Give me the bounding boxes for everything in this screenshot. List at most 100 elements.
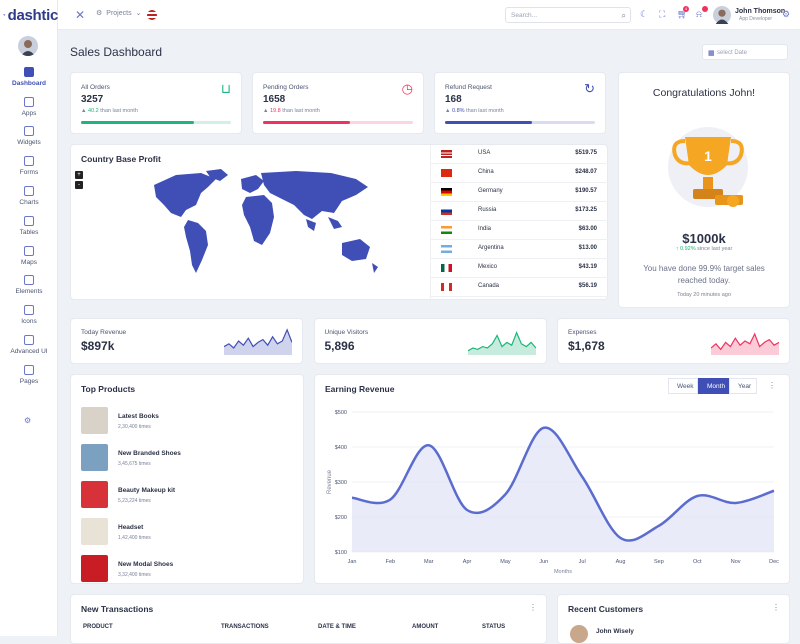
date-picker-input[interactable]: ▦ select Date [702, 44, 788, 60]
user-avatar[interactable] [713, 6, 731, 24]
zoom-out-button[interactable]: - [75, 181, 83, 189]
list-item[interactable]: Latest Books 2,30,400 times [81, 407, 281, 435]
sidebar-item-icons[interactable]: Icons [0, 300, 58, 330]
data-point [351, 497, 353, 499]
product-name: Latest Books [118, 413, 159, 420]
more-options-icon[interactable]: ⋮ [772, 603, 780, 612]
change-suffix: than last month [466, 108, 504, 114]
settings-icon[interactable]: ⚙ [24, 416, 32, 425]
sidebar-item-elements[interactable]: Elements [0, 271, 58, 301]
more-options-icon[interactable]: ⋮ [529, 603, 537, 612]
table-row[interactable]: Mexico $43.19 [431, 259, 609, 278]
sidebar-item-forms[interactable]: Forms [0, 151, 58, 181]
growth-suffix: since last year [697, 246, 733, 252]
country-profit-card: Country Base Profit + - USA $519.75 Chin… [70, 144, 609, 301]
x-tick-label: Sep [654, 559, 664, 565]
progress-fill [445, 121, 532, 124]
column-header[interactable]: STATUS [482, 624, 506, 630]
column-header[interactable]: AMOUNT [412, 624, 439, 630]
notification-dot [702, 6, 708, 12]
product-thumbnail [81, 444, 108, 471]
cart-icon[interactable]: 🛒︎ [677, 9, 689, 19]
list-item[interactable]: New Modal Shoes 3,32,400 times [81, 555, 281, 583]
table-row[interactable]: China $248.07 [431, 164, 609, 183]
flag-icon [441, 150, 452, 158]
change-value: 40.2 [87, 108, 99, 114]
progress-bar [263, 121, 413, 124]
tab-year[interactable]: Year [729, 378, 757, 394]
table-row[interactable]: India $63.00 [431, 221, 609, 240]
page-icon [24, 364, 34, 375]
country-amount: $190.57 [575, 188, 597, 194]
x-tick-label: Feb [386, 559, 395, 565]
sidebar-item-label: Tables [19, 228, 39, 236]
data-point [619, 537, 621, 539]
country-amount: $248.07 [575, 169, 597, 175]
dark-mode-icon[interactable]: ☾ [640, 9, 649, 19]
sidebar-item-charts[interactable]: Charts [0, 181, 58, 211]
card-title: Recent Customers [568, 604, 644, 614]
sidebar-item-dashboard[interactable]: Dashboard [0, 62, 58, 92]
customer-name[interactable]: John Wisely [596, 628, 634, 635]
sidebar-item-advanced-ui[interactable]: Advanced UI [0, 330, 58, 360]
tab-week[interactable]: Week [668, 378, 698, 394]
table-icon [24, 215, 34, 226]
table-row[interactable]: Germany $190.57 [431, 183, 609, 202]
sidebar-item-apps[interactable]: Apps [0, 92, 58, 122]
bell-icon[interactable]: ⍾ [696, 9, 702, 19]
sidebar-nav: Dashboard Apps Widgets Forms Charts Tables Map… [0, 62, 58, 390]
settings-gear-icon[interactable]: ⚙ [782, 9, 791, 19]
search-input[interactable]: Search... ⌕ [505, 7, 631, 23]
country-name: USA [478, 150, 491, 156]
country-name: India [478, 226, 492, 232]
close-menu-icon[interactable]: ✕ [75, 8, 86, 22]
tab-month[interactable]: Month [698, 378, 729, 394]
world-map[interactable] [146, 165, 406, 290]
list-item[interactable]: Beauty Makeup kit 5,23,224 times [81, 481, 281, 509]
stat-card-all-orders: All Orders 3257 ▲ 40.2 than last month ⊔ [70, 72, 242, 134]
list-item[interactable]: Headset 1,42,400 times [81, 518, 281, 546]
area-fill [352, 427, 774, 552]
avatar[interactable] [18, 36, 38, 56]
logo-icon [3, 14, 6, 16]
country-amount: $173.25 [575, 207, 597, 213]
product-name: Beauty Makeup kit [118, 487, 176, 494]
x-tick-label: Mar [424, 559, 434, 565]
spark-card-expenses: Expenses $1,678 [557, 318, 790, 364]
grid-icon [24, 275, 34, 286]
progress-fill [81, 121, 194, 124]
user-name[interactable]: John Thomson [735, 8, 786, 15]
column-header[interactable]: DATE & TIME [318, 624, 356, 630]
table-row[interactable]: USA $519.75 [431, 145, 609, 164]
sidebar-item-tables[interactable]: Tables [0, 211, 58, 241]
table-row[interactable]: Argentina $13.00 [431, 240, 609, 259]
flag-icon [441, 226, 452, 234]
sidebar-item-widgets[interactable]: Widgets [0, 122, 58, 152]
zoom-in-button[interactable]: + [75, 171, 83, 179]
sparkline [224, 328, 292, 355]
flag-icon [441, 264, 452, 272]
more-options-icon[interactable]: ⋮ [768, 381, 776, 390]
fullscreen-icon[interactable]: ⛶ [659, 9, 666, 19]
stat-card-refund-request: Refund Request 168 ▲ 0.8% than last mont… [434, 72, 606, 134]
spark-card-today-revenue: Today Revenue $897k [70, 318, 303, 364]
table-row[interactable]: Russia $173.25 [431, 202, 609, 221]
progress-fill [263, 121, 350, 124]
column-header[interactable]: TRANSACTIONS [221, 624, 269, 630]
projects-dropdown[interactable]: ⚙ Projects ⌄ [96, 9, 141, 18]
sidebar-item-pages[interactable]: Pages [0, 360, 58, 390]
column-header[interactable]: PRODUCT [83, 624, 113, 630]
stat-value: 1658 [263, 94, 286, 105]
country-amount: $63.00 [578, 226, 597, 232]
congrats-card: Congratulations John! 1 $1000k ↑ 0.92% s… [618, 72, 790, 308]
language-flag-icon[interactable] [147, 10, 157, 20]
data-point [773, 490, 775, 492]
country-name: Canada [478, 283, 500, 289]
table-row[interactable]: Canada $56.19 [431, 278, 609, 297]
search-icon[interactable]: ⌕ [621, 11, 626, 20]
data-point [466, 509, 468, 511]
list-item[interactable]: New Branded Shoes 3,45,675 times [81, 444, 281, 472]
stat-label: Refund Request [445, 84, 492, 91]
sidebar-item-maps[interactable]: Maps [0, 241, 58, 271]
app-logo[interactable]: dashtic [0, 0, 58, 30]
